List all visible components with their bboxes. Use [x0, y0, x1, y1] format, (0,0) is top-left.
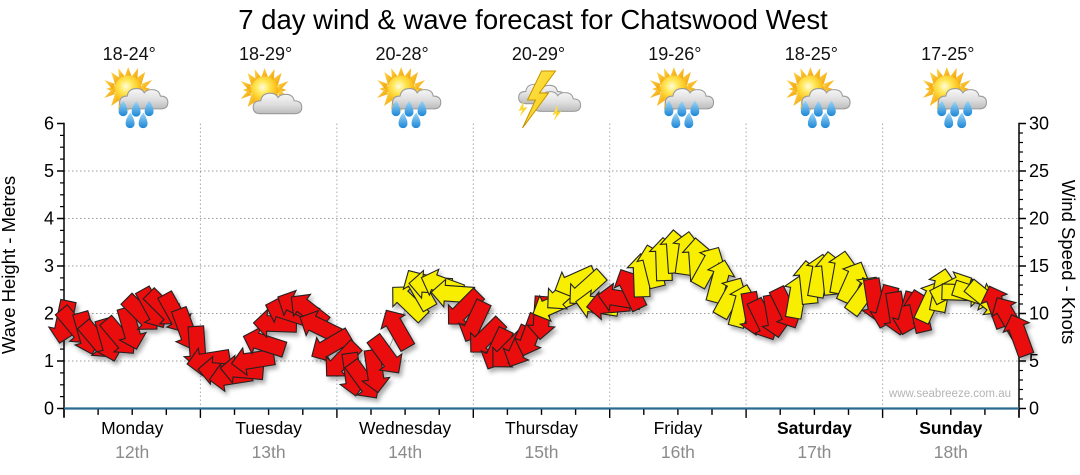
svg-text:20-28°: 20-28°: [375, 44, 428, 64]
svg-text:Wednesday: Wednesday: [359, 418, 451, 438]
svg-text:17th: 17th: [797, 442, 831, 462]
svg-text:Wave Height - Metres: Wave Height - Metres: [0, 176, 19, 354]
svg-text:10: 10: [1029, 304, 1049, 324]
svg-text:25: 25: [1029, 161, 1049, 181]
svg-text:5: 5: [44, 161, 54, 181]
svg-text:7 day wind & wave forecast for: 7 day wind & wave forecast for Chatswood…: [238, 4, 828, 35]
svg-text:12th: 12th: [115, 442, 149, 462]
svg-text:1: 1: [44, 351, 54, 371]
svg-text:Thursday: Thursday: [505, 418, 578, 438]
svg-text:6: 6: [44, 114, 54, 134]
svg-text:5: 5: [1029, 351, 1039, 371]
svg-text:20-29°: 20-29°: [512, 44, 565, 64]
svg-text:19-26°: 19-26°: [648, 44, 701, 64]
svg-text:20: 20: [1029, 209, 1049, 229]
svg-text:17-25°: 17-25°: [921, 44, 974, 64]
svg-text:3: 3: [44, 256, 54, 276]
svg-text:18th: 18th: [934, 442, 968, 462]
svg-text:Wind Speed - Knots: Wind Speed - Knots: [1058, 180, 1079, 345]
svg-text:15: 15: [1029, 256, 1049, 276]
svg-text:0: 0: [1029, 399, 1039, 419]
svg-text:Friday: Friday: [654, 418, 703, 438]
svg-text:18-24°: 18-24°: [103, 44, 156, 64]
svg-text:www.seabreeze.com.au: www.seabreeze.com.au: [888, 388, 1011, 400]
svg-text:30: 30: [1029, 114, 1049, 134]
svg-text:13th: 13th: [252, 442, 286, 462]
svg-text:2: 2: [44, 304, 54, 324]
svg-text:15th: 15th: [524, 442, 558, 462]
svg-text:Tuesday: Tuesday: [235, 418, 302, 438]
svg-text:4: 4: [44, 209, 54, 229]
svg-text:18-29°: 18-29°: [239, 44, 292, 64]
svg-text:0: 0: [44, 399, 54, 419]
svg-text:Monday: Monday: [101, 418, 164, 438]
svg-text:18-25°: 18-25°: [785, 44, 838, 64]
svg-text:Sunday: Sunday: [919, 418, 982, 438]
svg-text:14th: 14th: [388, 442, 422, 462]
svg-text:Saturday: Saturday: [777, 418, 852, 438]
svg-text:16th: 16th: [661, 442, 695, 462]
